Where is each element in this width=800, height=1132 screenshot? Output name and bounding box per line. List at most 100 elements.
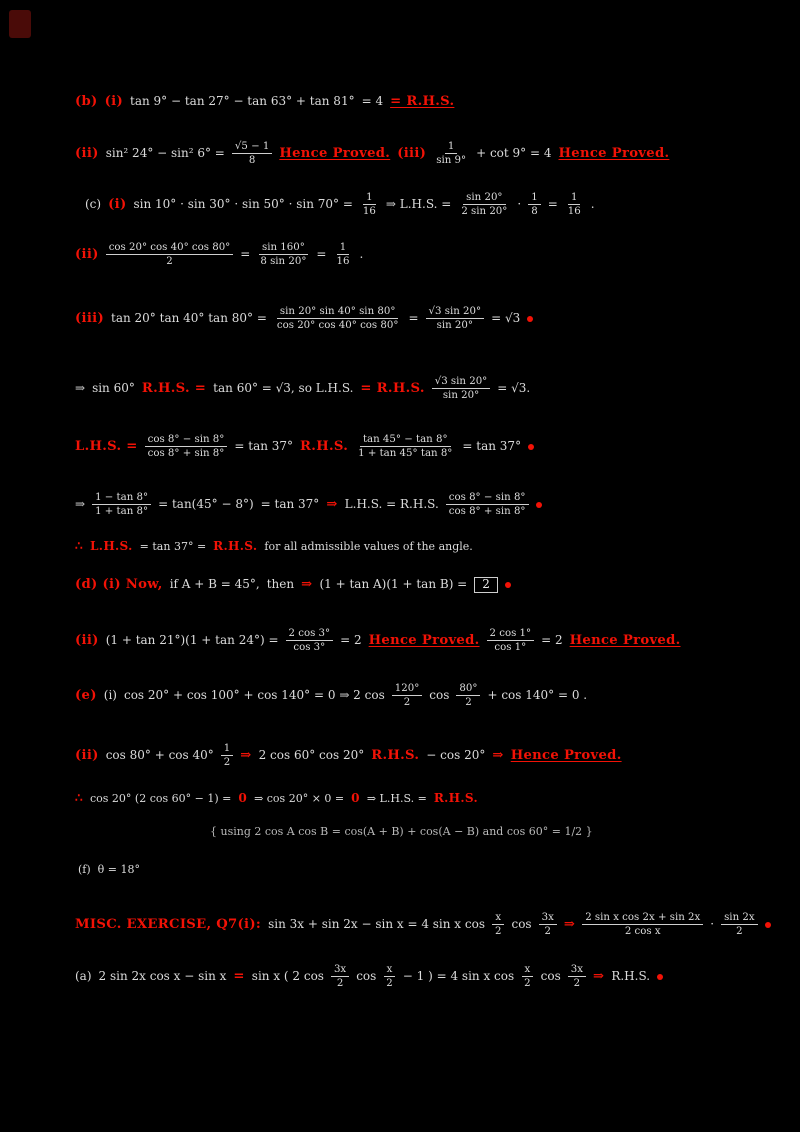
red-label: L.H.S.	[90, 539, 133, 553]
red-link[interactable]: Hence Proved.	[279, 146, 391, 162]
red-label: ⇒	[592, 969, 605, 985]
fraction: 80° 2	[456, 683, 481, 709]
math-text: 2 sin 2x cos x − sin x	[98, 968, 227, 983]
fraction: sin 160° 8 sin 20°	[257, 242, 309, 267]
math-text: = tan 37°	[260, 496, 320, 511]
red-label: ⇒	[240, 748, 252, 764]
numerator: x	[383, 964, 396, 978]
red-label: R.H.S.	[213, 539, 258, 553]
denominator: cos 8° + sin 8°	[448, 506, 526, 518]
numerator: cos 20° cos 40° cos 80°	[105, 242, 234, 256]
denominator: 2	[386, 978, 393, 990]
math-text: =	[240, 246, 251, 261]
math-line: (c) (i) sin 10° · sin 30° · sin 50° · sin …	[85, 192, 595, 217]
math-text: cos 80° + cos 40°	[105, 747, 214, 762]
math-text: .	[359, 246, 364, 261]
math-text: ⇒	[75, 380, 86, 395]
math-text: if A + B = 45°,	[169, 577, 260, 591]
math-text: tan 20° tan 40° tan 80° =	[111, 310, 267, 325]
numerator: 3x	[567, 964, 586, 978]
denominator: 8 sin 20°	[260, 256, 307, 268]
math-line: { using 2 cos A cos B = cos(A + B) + cos…	[210, 825, 593, 839]
red-label: (ii)	[75, 146, 99, 162]
math-text: { using 2 cos A cos B = cos(A + B) + cos…	[210, 825, 593, 838]
red-link[interactable]: = R.H.S.	[390, 94, 455, 109]
numerator: 3x	[538, 912, 557, 926]
denominator: 8	[248, 155, 256, 167]
math-text: ·	[710, 916, 715, 931]
math-text: (i)	[103, 687, 117, 702]
red-label: ⇒	[301, 577, 313, 593]
red-label: (ii)	[75, 748, 99, 764]
numerator: sin 20° sin 40° sin 80°	[276, 306, 399, 320]
math-text: = tan 37°	[462, 438, 522, 453]
numerator: sin 160°	[258, 242, 308, 256]
numerator: 1	[363, 192, 376, 206]
math-text: = 2	[340, 632, 362, 647]
red-label: (b)	[75, 94, 98, 109]
red-link[interactable]: Hence Proved.	[569, 633, 681, 649]
math-text: 2 cos 60° cos 20°	[258, 747, 365, 762]
numerator: tan 45° − tan 8°	[359, 434, 451, 448]
math-text: .	[590, 196, 595, 211]
denominator: 1 + tan 8°	[95, 506, 149, 518]
math-line: (d) (i) Now, if A + B = 45°, then ⇒ (1 + tan…	[75, 577, 511, 593]
math-text: ·	[517, 196, 522, 211]
red-dot	[528, 443, 535, 450]
math-line: (a) 2 sin 2x cos x − sin x = sin x ( 2 cos 3…	[75, 964, 664, 990]
red-label: (ii)	[75, 247, 99, 263]
denominator: cos 3°	[293, 642, 326, 654]
red-label: (i)	[104, 94, 123, 109]
denominator: 2	[403, 697, 411, 709]
fraction: tan 45° − tan 8° 1 + tan 45° tan 8°	[355, 434, 455, 459]
red-link[interactable]: Hence Proved.	[510, 748, 622, 764]
denominator: 8	[531, 206, 538, 218]
numerator: √3 sin 20°	[425, 306, 485, 320]
red-dot	[657, 973, 664, 980]
red-label: (i)	[108, 197, 127, 213]
fraction: 3x 2	[330, 964, 350, 989]
red-dot	[764, 921, 771, 928]
math-text: sin 10° · sin 30° · sin 50° · sin 70° =	[133, 196, 353, 211]
math-line: (ii) cos 20° cos 40° cos 80° 2 = sin 160° 8 s…	[75, 242, 363, 267]
numerator: 3x	[330, 964, 350, 978]
math-text: ⇒ L.H.S. =	[366, 791, 427, 805]
fraction: sin 20° 2 sin 20°	[458, 192, 510, 217]
denominator: cos 8° + sin 8°	[147, 448, 225, 460]
denominator: 2	[465, 697, 472, 709]
denominator: cos 20° cos 40° cos 80°	[276, 320, 399, 332]
red-label: ∴	[75, 791, 83, 805]
fraction: 3x 2	[538, 912, 557, 938]
math-text: cos	[356, 968, 377, 983]
fraction: cos 20° cos 40° cos 80° 2	[105, 242, 234, 268]
math-line: (e) (i) cos 20° + cos 100° + cos 140° = 0 …	[75, 683, 587, 708]
denominator: 2	[573, 978, 581, 990]
math-text: (1 + tan A)(1 + tan B) =	[319, 577, 468, 591]
denominator: 2	[495, 926, 502, 938]
denominator: sin 20°	[442, 390, 480, 402]
math-text: − 1 ) = 4 sin x cos	[402, 968, 515, 983]
numerator: 1	[568, 192, 581, 206]
math-text: − cos 20°	[426, 747, 486, 762]
fraction: 1 − tan 8° 1 + tan 8°	[92, 492, 152, 518]
denominator: 16	[362, 206, 376, 218]
numerator: 1	[528, 192, 541, 206]
math-text: sin² 24° − sin² 6° =	[105, 145, 225, 160]
denominator: 2	[544, 926, 551, 938]
math-line: MISC. EXERCISE, Q7(i): sin 3x + sin 2x − …	[75, 912, 771, 937]
math-line: (b) (i) tan 9° − tan 27° − tan 63° + tan 8…	[75, 94, 454, 109]
red-label: ∴	[75, 539, 83, 553]
denominator: sin 20°	[436, 320, 473, 332]
denominator: 2	[166, 256, 173, 268]
red-link[interactable]: Hence Proved.	[558, 146, 670, 162]
math-line: ⇒ sin 60° R.H.S. = tan 60° = √3, so L.H.S. =…	[75, 376, 530, 401]
red-link[interactable]: Hence Proved.	[368, 633, 480, 649]
fraction: 2 cos 1° cos 1°	[486, 628, 535, 653]
red-label: =	[233, 969, 245, 985]
math-text: cos 20° (2 cos 60° − 1) =	[90, 791, 232, 805]
numerator: 1	[336, 242, 350, 256]
red-label: R.H.S.	[371, 748, 420, 764]
